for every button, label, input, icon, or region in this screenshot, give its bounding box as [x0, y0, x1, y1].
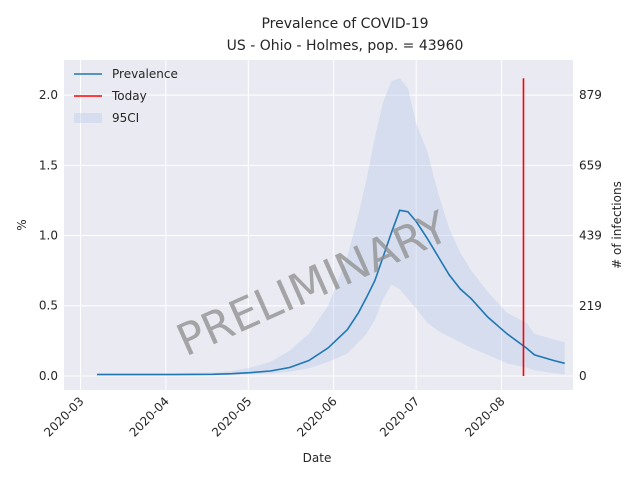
x-tick-label: 2020-06: [294, 394, 339, 439]
y2-tick-label: 0: [579, 369, 587, 383]
chart-subtitle: US - Ohio - Holmes, pop. = 43960: [227, 38, 464, 54]
legend-entry-label: Prevalence: [112, 67, 178, 81]
ci-band-layer: [97, 78, 565, 376]
y-tick-label: 1.0: [39, 229, 58, 243]
legend: Prevalence Today 95CI: [74, 67, 178, 125]
legend-ci-swatch: [74, 113, 102, 123]
series-layer: [97, 209, 565, 376]
legend-entry-label: Today: [111, 89, 147, 103]
x-axis-ticks: 2020-03 2020-04 2020-05 2020-06 2020-07 2020-…: [41, 394, 507, 439]
x-axis-label: Date: [303, 451, 332, 465]
y2-tick-label: 659: [579, 158, 602, 172]
x-tick-label: 2020-07: [377, 394, 422, 439]
y2-tick-label: 879: [579, 88, 602, 102]
ci-band: [97, 78, 565, 376]
y2-axis-ticks: 0 219 439 659 879: [579, 88, 602, 383]
y2-tick-label: 219: [579, 299, 602, 313]
x-tick-label: 2020-08: [462, 394, 507, 439]
prevalence-line: [97, 209, 565, 376]
y-axis-ticks: 0.0 0.5 1.0 1.5 2.0: [39, 88, 58, 383]
legend-entry-label: 95CI: [112, 111, 139, 125]
x-tick-label: 2020-04: [127, 394, 172, 439]
y-axis-label: %: [15, 219, 29, 230]
grid: [64, 60, 573, 390]
chart-title: Prevalence of COVID-19: [261, 16, 428, 32]
y2-axis-label: # of infections: [610, 181, 624, 269]
y-tick-label: 0.5: [39, 299, 58, 313]
x-tick-label: 2020-05: [209, 394, 254, 439]
y2-tick-label: 439: [579, 229, 602, 243]
y-tick-label: 0.0: [39, 369, 58, 383]
plot-background: [64, 60, 573, 390]
x-tick-label: 2020-03: [41, 394, 86, 439]
y-tick-label: 1.5: [39, 158, 58, 172]
y-tick-label: 2.0: [39, 88, 58, 102]
